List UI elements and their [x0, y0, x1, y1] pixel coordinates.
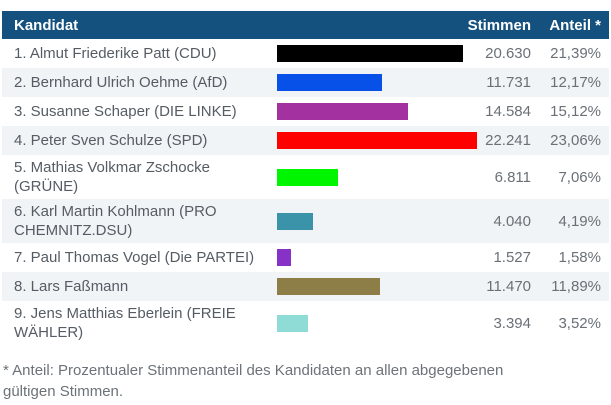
table-row: 7. Paul Thomas Vogel (Die PARTEI) 1.527 …	[2, 243, 609, 272]
share-value: 4,19%	[558, 212, 601, 230]
vote-bar	[277, 132, 477, 149]
votes-value: 3.394	[493, 314, 531, 332]
votes-value: 11.731	[486, 74, 531, 91]
column-header-anteil: Anteil *	[549, 16, 601, 34]
vote-bar	[277, 45, 463, 62]
bar-cell	[277, 212, 477, 230]
vote-bar	[277, 212, 313, 230]
bar-cell	[277, 132, 477, 149]
votes-value: 1.527	[493, 249, 531, 266]
vote-bar	[277, 168, 338, 186]
bar-cell	[277, 249, 477, 266]
share-value: 3,52%	[558, 314, 601, 332]
votes-value: 6.811	[494, 168, 531, 186]
table-body: 1. Almut Friederike Patt (CDU) 20.630 21…	[2, 39, 609, 345]
candidate-name: 9. Jens Matthias Eberlein (FREIE WÄHLER)	[14, 305, 236, 341]
vote-bar	[277, 314, 308, 332]
vote-bar	[277, 278, 380, 295]
bar-cell	[277, 103, 477, 120]
candidate-name: 1. Almut Friederike Patt (CDU)	[14, 45, 217, 62]
vote-bar	[277, 74, 382, 91]
bar-cell	[277, 278, 477, 295]
share-value: 21,39%	[550, 45, 601, 62]
table-row: 9. Jens Matthias Eberlein (FREIE WÄHLER)…	[2, 301, 609, 345]
candidate-name: 2. Bernhard Ulrich Oehme (AfD)	[14, 74, 228, 91]
table-row: 1. Almut Friederike Patt (CDU) 20.630 21…	[2, 39, 609, 68]
bar-cell	[277, 45, 477, 62]
table-row: 3. Susanne Schaper (DIE LINKE) 14.584 15…	[2, 97, 609, 126]
table-row: 4. Peter Sven Schulze (SPD) 22.241 23,06…	[2, 126, 609, 155]
candidate-name: 3. Susanne Schaper (DIE LINKE)	[14, 103, 237, 120]
votes-value: 11.470	[486, 278, 531, 295]
bar-cell	[277, 314, 477, 332]
bar-cell	[277, 168, 477, 186]
table-header: Kandidat Stimmen Anteil *	[2, 11, 609, 39]
table-row: 2. Bernhard Ulrich Oehme (AfD) 11.731 12…	[2, 68, 609, 97]
share-value: 1,58%	[558, 249, 601, 266]
table-row: 8. Lars Faßmann 11.470 11,89%	[2, 272, 609, 301]
votes-value: 4.040	[493, 212, 531, 230]
share-value: 11,89%	[551, 278, 601, 295]
column-header-kandidat: Kandidat	[14, 16, 79, 34]
vote-bar	[277, 103, 408, 120]
share-value: 23,06%	[550, 132, 601, 149]
share-value: 12,17%	[550, 74, 601, 91]
votes-value: 20.630	[485, 45, 531, 62]
votes-value: 22.241	[485, 132, 531, 149]
table-row: 6. Karl Martin Kohlmann (PRO CHEMNITZ.DS…	[2, 199, 609, 243]
share-value: 7,06%	[558, 168, 601, 186]
table-row: 5. Mathias Volkmar Zschocke (GRÜNE) 6.81…	[2, 155, 609, 199]
candidate-name: 8. Lars Faßmann	[14, 278, 129, 295]
share-value: 15,12%	[550, 103, 601, 120]
candidate-name: 5. Mathias Volkmar Zschocke (GRÜNE)	[14, 159, 210, 195]
candidate-name: 6. Karl Martin Kohlmann (PRO CHEMNITZ.DS…	[14, 203, 217, 239]
vote-bar	[277, 249, 291, 266]
votes-value: 14.584	[485, 103, 531, 120]
column-header-stimmen: Stimmen	[467, 16, 531, 34]
candidate-name: 4. Peter Sven Schulze (SPD)	[14, 132, 208, 149]
bar-cell	[277, 74, 477, 91]
footnote: * Anteil: Prozentualer Stimmenanteil des…	[3, 362, 504, 400]
candidate-name: 7. Paul Thomas Vogel (Die PARTEI)	[14, 249, 255, 266]
